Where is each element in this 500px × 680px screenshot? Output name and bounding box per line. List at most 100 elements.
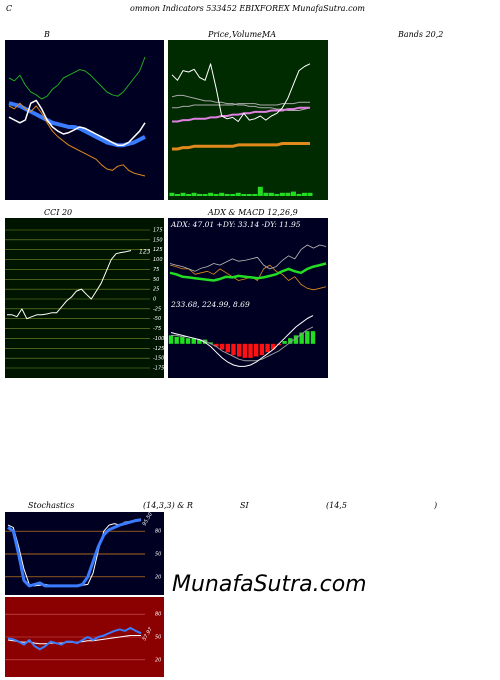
volume-bar xyxy=(202,194,208,196)
macd-histogram-bar xyxy=(282,341,287,344)
cci-tick-label: -100 xyxy=(153,336,164,342)
macd-histogram-bar xyxy=(310,331,316,344)
macd-histogram-bar xyxy=(180,336,185,344)
macd-histogram-bar xyxy=(168,335,174,344)
cci-tick-label: 175 xyxy=(153,228,163,234)
volume-bar xyxy=(274,194,280,196)
volume-bar xyxy=(175,194,181,196)
price-ma-chart xyxy=(168,40,328,200)
cci-tick-label: -25 xyxy=(153,306,161,312)
macd-histogram-bar xyxy=(254,343,259,357)
macd-values-label: 233.68, 224.99, 8.69 xyxy=(170,300,250,309)
cci-tick-label: 100 xyxy=(153,257,163,263)
stoch-k-line xyxy=(7,518,142,588)
volume-bar xyxy=(268,192,274,196)
panel-background xyxy=(5,218,164,378)
volume-bar xyxy=(301,192,307,196)
macd-histogram-bar xyxy=(242,343,248,358)
macd-histogram-bar xyxy=(208,342,213,344)
label-adx-macd: ADX & MACD 12,26,9 xyxy=(208,208,298,217)
volume-bar xyxy=(186,194,192,196)
price-line xyxy=(171,63,311,122)
cci-line xyxy=(7,250,132,320)
rsi-tick-label: 80 xyxy=(155,612,161,618)
label-stoch-params: (14,3,3) & R xyxy=(143,501,193,510)
volume-bar xyxy=(219,192,225,196)
cci-tick-label: 75 xyxy=(153,267,159,273)
label-price: Price, xyxy=(208,30,232,39)
plus-di-line xyxy=(169,244,327,272)
volume-bar xyxy=(279,192,285,196)
volume-bar xyxy=(263,192,269,196)
cci-tick-label: 150 xyxy=(153,237,163,243)
ma-pink-line xyxy=(172,106,310,123)
macd-histogram-bar xyxy=(276,343,282,346)
volume-bar xyxy=(197,194,203,196)
volume-bar xyxy=(252,194,258,196)
macd-histogram-bar xyxy=(236,343,242,357)
cci-tick-label: -125 xyxy=(153,346,164,352)
macd-histogram-bar xyxy=(202,339,208,344)
cci-tick-label: 50 xyxy=(153,277,159,283)
bollinger-chart xyxy=(5,40,164,200)
volume-bar xyxy=(169,192,175,196)
panel-background xyxy=(5,40,164,200)
ma-long2-line xyxy=(172,101,310,109)
ma-orange-line xyxy=(172,142,310,151)
macd-histogram-bar xyxy=(265,343,270,353)
cci-tick-label: -75 xyxy=(153,326,161,332)
label-ma: MA xyxy=(262,30,276,39)
macd-histogram-bar xyxy=(219,343,225,350)
rsi-line xyxy=(7,626,142,651)
volume-bar xyxy=(285,192,291,196)
label-stochastics: Stochastics xyxy=(28,501,75,510)
label-rsi-params: (14,5 xyxy=(326,501,347,510)
cci-last-label: 123 xyxy=(139,249,151,256)
adx-values-label: ADX: 47.01 +DY: 33.14 -DY: 11.95 xyxy=(170,220,301,229)
macd-histogram-bar xyxy=(248,343,253,358)
macd-histogram-bar xyxy=(174,336,179,344)
volume-bar xyxy=(257,186,263,196)
rsi-tick-label: 20 xyxy=(155,657,161,663)
macd-histogram-bar xyxy=(293,335,299,344)
label-bands: Bands 20,2 xyxy=(398,30,444,39)
adx-line xyxy=(169,262,327,282)
watermark: MunafaSutra.com xyxy=(172,572,367,597)
volume-bar xyxy=(235,192,241,196)
macd-histogram-bar xyxy=(225,343,230,353)
header-c: C xyxy=(6,4,13,13)
macd-histogram-bar xyxy=(185,338,191,344)
macd-histogram-bar xyxy=(231,343,236,356)
upper-band-line xyxy=(8,56,146,100)
lower-band-line xyxy=(8,102,146,177)
label-volume: Volume, xyxy=(232,30,265,39)
volume-bar xyxy=(208,192,214,196)
volume-bar xyxy=(213,194,219,196)
cci-tick-label: 0 xyxy=(153,297,156,303)
volume-bar xyxy=(241,194,247,196)
macd-chart: 233.68, 224.99, 8.69 xyxy=(168,298,328,378)
cci-chart: 175 150 125 100 75 50 25 0 -25 -50 -75 -100 -125 -150… xyxy=(5,218,164,378)
volume-bar xyxy=(307,192,313,196)
volume-bar xyxy=(230,194,236,196)
stoch-tick-label: 50 xyxy=(155,552,161,558)
label-b: B xyxy=(44,30,50,39)
macd-histogram-bar xyxy=(288,338,293,344)
macd-histogram-bar xyxy=(214,343,219,347)
volume-bar xyxy=(246,194,252,196)
adx-chart: ADX: 47.01 +DY: 33.14 -DY: 11.95 xyxy=(168,218,328,298)
label-cci: CCI 20 xyxy=(44,208,73,217)
label-si: SI xyxy=(240,501,249,510)
cci-tick-label: 25 xyxy=(153,287,159,293)
macd-histogram-bar xyxy=(299,332,304,344)
label-paren: ) xyxy=(434,501,438,510)
stoch-tick-label: 80 xyxy=(155,529,161,535)
panel-background xyxy=(168,40,328,200)
cci-tick-label: -150 xyxy=(153,356,164,362)
macd-histogram-bar xyxy=(271,343,276,350)
cci-tick-label: -50 xyxy=(153,316,161,322)
macd-histogram-bar xyxy=(197,339,202,344)
rsi-tick-label: 50 xyxy=(155,635,161,641)
